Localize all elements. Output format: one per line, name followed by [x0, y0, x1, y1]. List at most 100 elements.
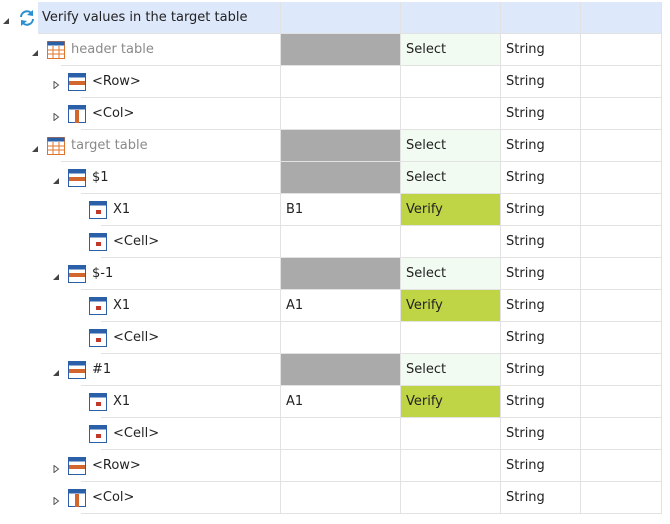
- empty-cell[interactable]: [581, 226, 662, 258]
- empty-cell[interactable]: [581, 290, 662, 322]
- expand-toggle[interactable]: [52, 110, 60, 122]
- value-cell[interactable]: [281, 66, 401, 98]
- action-cell[interactable]: [401, 418, 501, 450]
- node-label[interactable]: <Cell>: [101, 418, 281, 450]
- node-label[interactable]: Verify values in the target table: [38, 2, 281, 34]
- empty-cell[interactable]: [581, 354, 662, 386]
- refresh-icon: [18, 9, 36, 27]
- expand-toggle[interactable]: [52, 270, 60, 280]
- type-cell[interactable]: String: [501, 226, 581, 258]
- cell-icon: [89, 425, 107, 443]
- value-cell[interactable]: [281, 2, 401, 34]
- value-cell[interactable]: [281, 418, 401, 450]
- type-cell[interactable]: String: [501, 194, 581, 226]
- node-label[interactable]: header table: [61, 34, 281, 66]
- expand-toggle[interactable]: [52, 462, 60, 474]
- value-cell[interactable]: B1: [281, 194, 401, 226]
- empty-cell[interactable]: [581, 258, 662, 290]
- node-label[interactable]: #1: [81, 354, 281, 386]
- action-cell[interactable]: [401, 322, 501, 354]
- col-icon: [68, 105, 86, 123]
- empty-cell[interactable]: [581, 450, 662, 482]
- node-label[interactable]: X1: [101, 290, 281, 322]
- value-cell[interactable]: [281, 34, 401, 66]
- empty-cell[interactable]: [581, 482, 662, 514]
- expand-toggle[interactable]: [31, 46, 39, 56]
- action-cell[interactable]: Select: [401, 354, 501, 386]
- action-cell[interactable]: [401, 450, 501, 482]
- action-cell[interactable]: Select: [401, 162, 501, 194]
- empty-cell[interactable]: [581, 34, 662, 66]
- expand-toggle[interactable]: [31, 142, 39, 152]
- type-cell[interactable]: String: [501, 322, 581, 354]
- empty-cell[interactable]: [581, 66, 662, 98]
- empty-cell[interactable]: [581, 322, 662, 354]
- table-icon: [47, 137, 65, 155]
- type-cell[interactable]: String: [501, 162, 581, 194]
- value-cell[interactable]: [281, 322, 401, 354]
- value-cell[interactable]: [281, 162, 401, 194]
- action-cell[interactable]: Select: [401, 34, 501, 66]
- empty-cell[interactable]: [581, 386, 662, 418]
- node-label[interactable]: target table: [61, 130, 281, 162]
- action-cell[interactable]: [401, 482, 501, 514]
- node-label[interactable]: $1: [81, 162, 281, 194]
- node-label[interactable]: <Col>: [81, 482, 281, 514]
- value-cell[interactable]: [281, 130, 401, 162]
- value-cell[interactable]: [281, 258, 401, 290]
- node-label[interactable]: <Row>: [81, 450, 281, 482]
- action-cell[interactable]: [401, 226, 501, 258]
- action-cell[interactable]: Verify: [401, 194, 501, 226]
- expand-toggle[interactable]: [52, 174, 60, 184]
- action-cell[interactable]: Select: [401, 258, 501, 290]
- action-cell[interactable]: [401, 98, 501, 130]
- node-label[interactable]: X1: [101, 386, 281, 418]
- empty-cell[interactable]: [581, 98, 662, 130]
- type-cell[interactable]: [501, 2, 581, 34]
- type-cell[interactable]: String: [501, 34, 581, 66]
- node-label[interactable]: <Col>: [81, 98, 281, 130]
- value-cell[interactable]: [281, 226, 401, 258]
- type-cell[interactable]: String: [501, 450, 581, 482]
- expand-toggle[interactable]: [52, 78, 60, 90]
- node-label[interactable]: <Cell>: [101, 322, 281, 354]
- expand-toggle[interactable]: [52, 366, 60, 376]
- action-cell[interactable]: [401, 66, 501, 98]
- expand-toggle[interactable]: [2, 14, 10, 24]
- cell-icon: [89, 329, 107, 347]
- empty-cell[interactable]: [581, 418, 662, 450]
- action-cell[interactable]: Select: [401, 130, 501, 162]
- type-cell[interactable]: String: [501, 98, 581, 130]
- row-icon: [68, 73, 86, 91]
- value-cell[interactable]: [281, 482, 401, 514]
- empty-cell[interactable]: [581, 2, 662, 34]
- action-cell[interactable]: [401, 2, 501, 34]
- expand-toggle[interactable]: [52, 494, 60, 506]
- node-label[interactable]: <Row>: [81, 66, 281, 98]
- action-cell[interactable]: Verify: [401, 290, 501, 322]
- row-icon: [68, 361, 86, 379]
- value-cell[interactable]: [281, 354, 401, 386]
- type-cell[interactable]: String: [501, 418, 581, 450]
- action-cell[interactable]: Verify: [401, 386, 501, 418]
- cell-icon: [89, 201, 107, 219]
- type-cell[interactable]: String: [501, 482, 581, 514]
- cell-icon: [89, 297, 107, 315]
- value-cell[interactable]: [281, 98, 401, 130]
- type-cell[interactable]: String: [501, 354, 581, 386]
- type-cell[interactable]: String: [501, 290, 581, 322]
- empty-cell[interactable]: [581, 194, 662, 226]
- type-cell[interactable]: String: [501, 66, 581, 98]
- value-cell[interactable]: A1: [281, 386, 401, 418]
- value-cell[interactable]: A1: [281, 290, 401, 322]
- empty-cell[interactable]: [581, 162, 662, 194]
- node-label[interactable]: X1: [101, 194, 281, 226]
- table-icon: [47, 41, 65, 59]
- empty-cell[interactable]: [581, 130, 662, 162]
- node-label[interactable]: $-1: [81, 258, 281, 290]
- node-label[interactable]: <Cell>: [101, 226, 281, 258]
- type-cell[interactable]: String: [501, 386, 581, 418]
- type-cell[interactable]: String: [501, 130, 581, 162]
- value-cell[interactable]: [281, 450, 401, 482]
- type-cell[interactable]: String: [501, 258, 581, 290]
